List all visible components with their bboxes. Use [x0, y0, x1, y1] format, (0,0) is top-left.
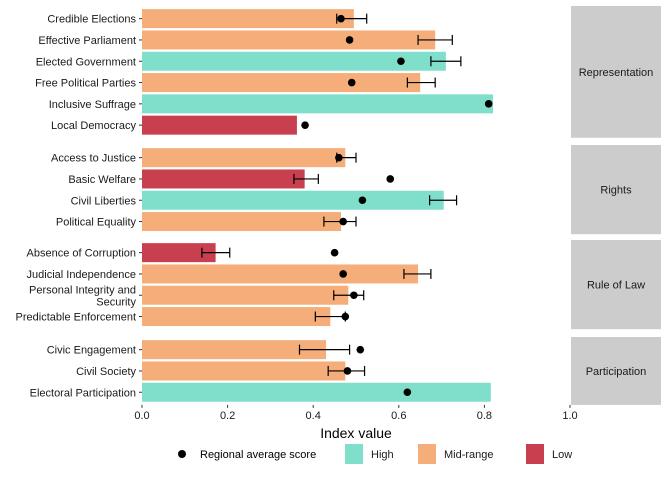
legend-swatch: [526, 444, 544, 464]
average-point: [386, 175, 395, 183]
y-tick-label: Basic Welfare: [68, 174, 136, 186]
bar: [142, 264, 419, 284]
y-tick-label: Civil Liberties: [71, 195, 137, 207]
x-axis: Index value 0.0 0.2 0.4 0.6 0.8 1.0: [134, 404, 578, 441]
bar: [142, 243, 216, 263]
average-point: [358, 196, 367, 205]
average-point: [397, 57, 405, 66]
x-tick-label: 0.4: [306, 410, 321, 422]
bar: [142, 9, 354, 29]
x-tick-label: 0.2: [220, 410, 235, 422]
average-point: [337, 14, 345, 23]
bar: [142, 30, 436, 50]
y-tick-label: Predictable Enforcement: [16, 312, 136, 324]
facet-strip: [571, 240, 661, 330]
legend-point-label: Regional average score: [200, 449, 316, 461]
bar: [142, 115, 297, 135]
bar: [142, 307, 331, 327]
bar: [142, 361, 346, 381]
bar: [142, 382, 491, 402]
x-axis-title: Index value: [320, 425, 392, 441]
x-tick-label: 0.6: [391, 410, 406, 422]
y-tick-label: Free Political Parties: [35, 78, 136, 90]
average-point: [345, 36, 354, 44]
facet-panel: [142, 148, 458, 232]
x-tick-label: 0.0: [134, 410, 149, 422]
y-axis-labels: Credible Elections Effective Parliament El…: [16, 14, 142, 399]
bar: [142, 190, 444, 210]
facet-strip-label: Representation: [579, 67, 654, 79]
legend-swatch: [418, 444, 436, 464]
y-tick-label: Access to Justice: [51, 153, 136, 165]
y-tick-label: Judicial Independence: [27, 269, 136, 281]
facet-panel: [142, 340, 491, 402]
facet-strips: Representation Rights Rule of Law Participa…: [571, 6, 661, 405]
legend-swatch: [345, 444, 363, 464]
facet-strip-label: Rights: [600, 185, 632, 197]
bar: [142, 148, 346, 168]
average-point: [301, 121, 309, 129]
average-point: [335, 153, 343, 162]
bar: [142, 94, 493, 114]
y-tick-label: Electoral Participation: [30, 387, 136, 399]
legend: Regional average score High Mid-range Low: [178, 444, 572, 464]
legend-point-symbol: [178, 450, 186, 458]
legend-label: Mid-range: [444, 449, 494, 461]
y-tick-label: Civil Society: [76, 366, 136, 378]
facet-strip: [571, 6, 661, 138]
legend-label: Low: [552, 449, 572, 461]
y-tick-label: Effective Parliament: [38, 35, 136, 47]
facet-strip-label: Participation: [586, 366, 647, 378]
y-tick-label: Credible Elections: [47, 14, 136, 26]
y-tick-label: Inclusive Suffrage: [49, 99, 136, 111]
average-point: [343, 367, 352, 375]
bar: [142, 169, 305, 189]
average-point: [350, 291, 358, 300]
average-point: [339, 270, 347, 278]
facet-strip-label: Rule of Law: [587, 280, 645, 292]
facet-panels: [142, 9, 493, 402]
average-point: [403, 388, 412, 397]
y-tick-label: Civic Engagement: [47, 345, 136, 357]
bar: [142, 340, 327, 360]
average-point: [484, 100, 493, 108]
average-point: [339, 217, 347, 226]
legend-label: High: [371, 449, 394, 461]
average-point: [356, 345, 365, 354]
y-tick-label: Elected Government: [36, 56, 136, 68]
average-point: [330, 248, 339, 257]
bar: [142, 212, 342, 232]
y-tick-label: Absence of Corruption: [27, 248, 136, 260]
bar: [142, 285, 349, 305]
x-tick-label: 0.8: [477, 410, 492, 422]
x-tick-label: 1.0: [562, 410, 577, 422]
average-point: [347, 78, 356, 87]
bar: [142, 51, 446, 71]
y-tick-label: Personal Integrity and Security: [29, 284, 137, 308]
average-point: [341, 312, 350, 321]
facet-strip: [571, 145, 661, 235]
y-tick-label: Political Equality: [56, 217, 137, 229]
facet-panel: [142, 9, 493, 135]
facet-panel: [142, 243, 432, 327]
bar: [142, 73, 421, 93]
y-tick-label: Local Democracy: [51, 120, 136, 132]
facet-strip: [571, 337, 661, 405]
